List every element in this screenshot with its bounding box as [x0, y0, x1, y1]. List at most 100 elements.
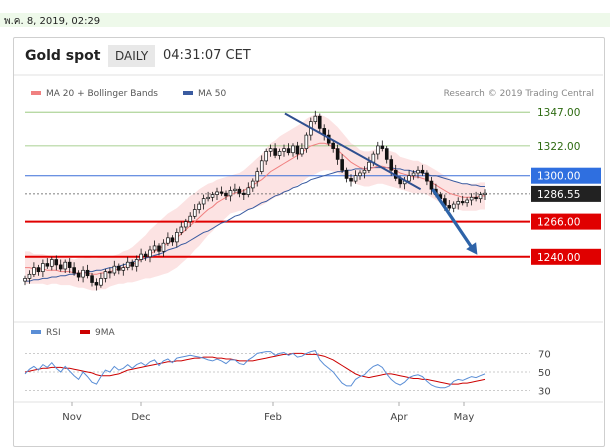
candle-body-49 [242, 192, 246, 195]
candle-body-15 [90, 275, 94, 283]
candle-body-12 [76, 272, 81, 278]
candle-body-30 [157, 245, 161, 252]
candle-body-73 [349, 178, 353, 182]
candle-body-88 [416, 169, 420, 174]
ma50-legend: MA 50 [198, 89, 227, 99]
candle-body-17 [99, 278, 103, 286]
rsi-legend: RSI [46, 328, 61, 338]
candle-body-52 [255, 171, 260, 182]
candle-body-8 [58, 264, 63, 270]
candle-body-103 [483, 192, 487, 195]
candle-body-102 [478, 194, 483, 200]
candle-body-77 [367, 161, 371, 171]
x-label-3: Apr [390, 412, 408, 423]
period-button[interactable]: DAILY [108, 45, 156, 67]
candle-body-70 [335, 148, 340, 160]
candle-body-55 [268, 148, 273, 152]
candle-body-19 [108, 271, 112, 274]
level-label-5: 1240.00 [537, 252, 580, 264]
candle-body-51 [250, 180, 255, 189]
projection-arrow-shaft [431, 188, 475, 251]
candle-body-2 [32, 267, 36, 275]
level-box-5 [531, 248, 601, 265]
candle-body-37 [188, 215, 193, 222]
candle-body-97 [456, 201, 461, 205]
candle-body-9 [63, 261, 68, 270]
candle-body-1 [27, 273, 32, 279]
candle-body-80 [380, 145, 385, 149]
candle-body-82 [389, 159, 394, 171]
instrument-title: Gold spot [25, 48, 101, 64]
candle-body-29 [152, 245, 157, 251]
candle-body-60 [291, 145, 295, 154]
candle-body-40 [201, 198, 206, 205]
level-label-0: 1347.00 [537, 107, 580, 119]
candle-body-62 [300, 148, 304, 155]
candle-body-61 [295, 145, 300, 155]
level-label-1: 1322.00 [537, 141, 580, 153]
rsi-tick-2: 30 [538, 387, 551, 398]
candle-body-35 [179, 226, 184, 233]
candle-body-81 [384, 148, 389, 160]
candle-body-89 [420, 169, 425, 174]
candle-body-36 [183, 221, 188, 228]
candle-body-22 [121, 267, 126, 271]
level-box-2 [531, 167, 601, 184]
rsi-tick-0: 70 [538, 349, 551, 360]
ma50-line [25, 167, 485, 282]
candle-body-91 [429, 180, 434, 190]
candle-body-34 [175, 232, 179, 243]
rsi-tick-1: 50 [538, 368, 551, 379]
candle-body-6 [50, 259, 54, 267]
candle-body-56 [273, 148, 277, 156]
date-strip [0, 13, 610, 27]
candle-body-72 [344, 169, 349, 179]
candle-body-99 [465, 199, 469, 204]
candle-body-11 [72, 267, 76, 274]
candle-body-66 [317, 115, 322, 129]
candle-body-20 [112, 265, 117, 274]
ma20-legend: MA 20 + Bollinger Bands [46, 89, 158, 99]
ma9-swatch [80, 330, 90, 334]
candle-body-14 [85, 269, 90, 277]
timestamp: พ.ค. 8, 2019, 02:29 [4, 16, 101, 27]
candle-body-43 [215, 191, 219, 195]
candle-body-79 [376, 145, 380, 155]
rsi-swatch [31, 330, 41, 334]
candle-body-3 [36, 267, 41, 273]
rsi-ma9-line [24, 352, 486, 385]
candle-body-46 [228, 190, 233, 197]
bollinger-band [25, 114, 485, 291]
candle-body-21 [117, 265, 121, 271]
candle-body-71 [340, 159, 344, 171]
candle-body-54 [264, 151, 268, 162]
candle-body-86 [407, 175, 411, 182]
candle-body-87 [411, 172, 416, 177]
candle-body-63 [304, 134, 309, 149]
trendline [284, 112, 422, 191]
candle-body-101 [474, 196, 478, 200]
ma9-legend: 9MA [95, 328, 115, 338]
candle-body-78 [371, 153, 376, 163]
candle-body-65 [313, 115, 318, 122]
candle-body-7 [54, 259, 59, 266]
chart-time: 04:31:07 CET [163, 48, 251, 63]
candle-body-5 [45, 263, 50, 267]
candle-body-42 [210, 194, 215, 198]
candle-body-38 [192, 209, 197, 217]
candle-body-53 [259, 160, 264, 172]
candle-body-47 [233, 188, 237, 191]
candle-body-69 [331, 142, 335, 149]
candle-body-57 [277, 151, 282, 156]
x-label-4: May [454, 412, 475, 423]
level-box-3 [531, 185, 601, 202]
candle-body-48 [237, 188, 242, 194]
chart-card [13, 37, 605, 447]
candle-body-50 [246, 187, 251, 195]
level-box-4 [531, 213, 601, 230]
candle-body-28 [148, 249, 152, 258]
candle-body-23 [125, 261, 130, 268]
candle-body-41 [206, 196, 210, 200]
candle-body-26 [139, 253, 143, 260]
